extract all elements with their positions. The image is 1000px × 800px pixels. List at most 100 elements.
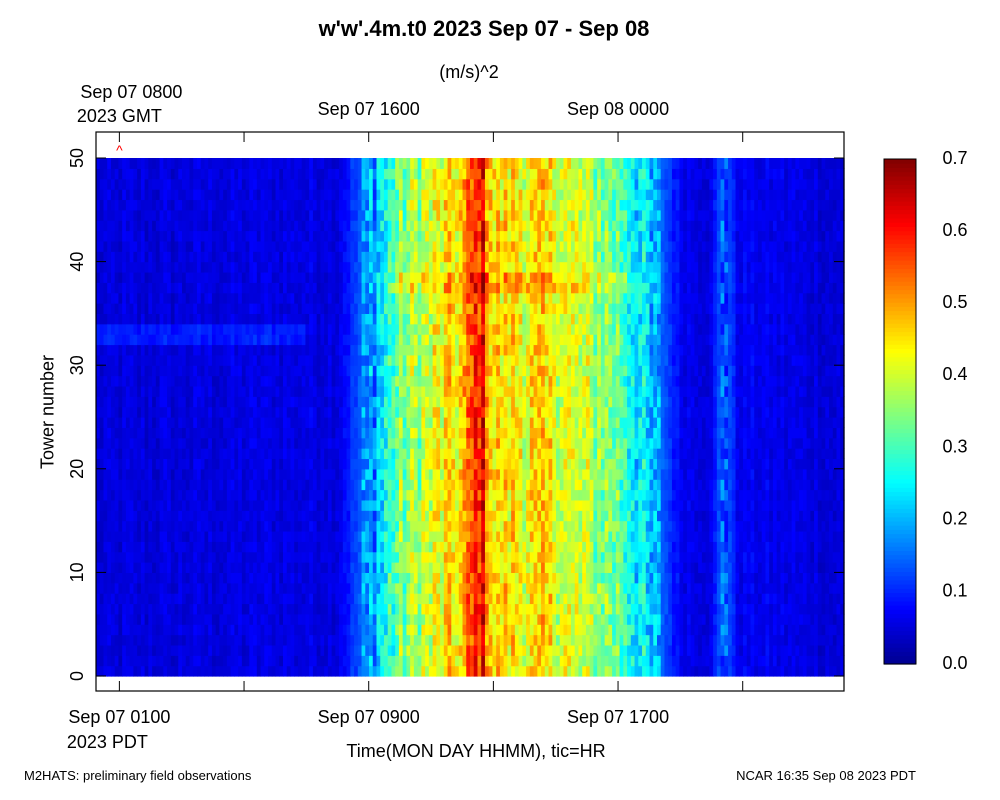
heatmap-cell [163,354,168,366]
heatmap-cell [96,448,101,460]
heatmap-cell [215,220,221,232]
heatmap-cell [253,530,258,542]
heatmap-cell [163,510,168,522]
heatmap-cell [398,323,404,335]
heatmap-cell [275,437,280,449]
heatmap-cell [174,178,179,190]
heatmap-cell [320,427,325,439]
heatmap-cell [443,417,449,428]
heatmap-cell [376,344,381,356]
heatmap-cell [148,665,153,677]
heatmap-cell [354,634,359,646]
heatmap-cell [466,551,471,563]
heatmap-cell [417,375,422,387]
heatmap-cell [346,448,351,460]
heatmap-cell [383,199,389,211]
heatmap-cell [230,292,235,304]
heatmap-cell [350,313,355,325]
heatmap-cell [335,292,340,304]
heatmap-cell [428,158,434,169]
heatmap-cell [129,251,134,263]
heatmap-cell [133,271,138,283]
heatmap-cell [312,603,318,615]
heatmap-cell [447,406,452,418]
heatmap-cell [200,644,206,656]
heatmap-cell [103,168,108,180]
heatmap-cell [376,562,381,573]
heatmap-cell [110,427,116,439]
heatmap-cell [189,458,194,470]
heatmap-cell [155,323,161,335]
heatmap-cell [223,562,228,573]
heatmap-cell [290,158,295,169]
heatmap-cell [122,365,127,377]
heatmap-cell [421,520,426,532]
heatmap-cell [226,572,232,584]
heatmap-cell [376,313,381,325]
heatmap-cell [178,603,183,615]
heatmap-cell [324,468,329,480]
heatmap-cell [96,551,101,563]
heatmap-cell [196,365,202,377]
heatmap-cell [383,572,389,584]
heatmap-cell [297,489,303,501]
heatmap-cell [193,375,198,387]
heatmap-cell [372,178,378,190]
heatmap-cell [133,582,138,594]
heatmap-cell [387,313,393,325]
heatmap-cell [406,489,411,501]
heatmap-cell [137,282,142,294]
heatmap-cell [234,375,239,387]
heatmap-cell [253,230,258,242]
heatmap-cell [436,199,441,211]
heatmap-cell [331,168,336,180]
heatmap-cell [110,634,116,646]
heatmap-cell [455,178,460,190]
heatmap-cell [137,593,142,605]
heatmap-cell [234,396,239,408]
heatmap-cell [395,168,400,180]
heatmap-cell [331,644,336,656]
heatmap-cell [219,385,224,397]
heatmap-cell [275,344,280,356]
heatmap-cell [223,499,228,511]
heatmap-cell [335,427,340,439]
heatmap-cell [182,271,187,283]
heatmap-cell [241,458,247,470]
heatmap-cell [155,334,161,346]
heatmap-cell [208,385,213,397]
heatmap-cell [163,271,168,283]
heatmap-cell [339,655,344,667]
heatmap-cell [253,541,258,553]
heatmap-cell [133,406,138,418]
heatmap-cell [275,365,280,377]
heatmap-cell [103,624,108,636]
heatmap-cell [455,240,460,252]
heatmap-cell [178,510,183,522]
heatmap-cell [346,209,351,221]
heatmap-cell [178,261,183,273]
heatmap-cell [440,240,445,252]
heatmap-cell [144,158,149,169]
heatmap-cell [264,417,269,428]
heatmap-cell [447,603,452,615]
heatmap-cell [357,261,363,273]
heatmap-cell [140,292,146,304]
heatmap-cell [208,344,213,356]
heatmap-cell [275,427,280,439]
heatmap-cell [425,541,430,553]
heatmap-cell [410,613,415,625]
heatmap-cell [387,282,393,294]
heatmap-cell [398,655,404,667]
heatmap-cell [342,354,348,366]
heatmap-cell [294,499,299,511]
heatmap-cell [167,261,172,273]
heatmap-cell [406,479,411,491]
heatmap-cell [103,365,108,377]
heatmap-cell [182,448,187,460]
heatmap-cell [185,613,191,625]
heatmap-cell [316,551,321,563]
heatmap-cell [167,458,172,470]
heatmap-cell [320,344,325,356]
heatmap-cell [436,396,441,408]
